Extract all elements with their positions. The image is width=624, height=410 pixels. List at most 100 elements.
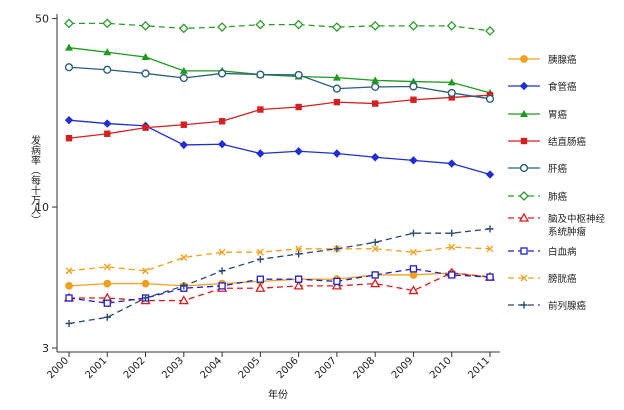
data-point (103, 313, 111, 321)
x-tick-label: 2002 (122, 355, 148, 381)
x-tick-label: 2011 (466, 355, 492, 381)
legend-item: 食管癌 (508, 81, 577, 93)
series-line (68, 228, 491, 325)
data-point (371, 245, 379, 253)
y-tick-label: 10 (35, 201, 49, 214)
data-point (293, 280, 304, 290)
series-4 (64, 63, 495, 103)
data-point (409, 82, 418, 91)
legend-label: 胰腺癌 (548, 54, 577, 66)
series-line (68, 94, 491, 139)
legend-label: 系统肿瘤 (548, 226, 587, 238)
y-axis-label: 发病率（每十万人） (29, 134, 41, 225)
data-point (64, 115, 74, 125)
series-line (68, 119, 491, 176)
data-point (142, 294, 150, 302)
series-line (69, 272, 491, 302)
data-point (64, 63, 74, 72)
x-tick-label: 2007 (313, 355, 339, 381)
legend-marker (519, 163, 529, 173)
data-point (409, 229, 417, 237)
data-point (179, 140, 189, 150)
series-line (68, 66, 491, 100)
data-point (485, 170, 495, 179)
data-point (178, 23, 189, 34)
data-point (408, 285, 419, 295)
data-point (409, 248, 417, 256)
data-point (103, 299, 111, 307)
data-point (293, 19, 304, 30)
legend-label: 脑及中枢神经 (548, 213, 606, 225)
data-point (65, 281, 73, 290)
data-point (178, 295, 189, 305)
data-point (410, 96, 417, 103)
data-point (370, 20, 381, 31)
legend-label: 结直肠癌 (548, 136, 587, 148)
legend-marker (520, 274, 528, 282)
data-point (218, 248, 226, 256)
data-point (408, 20, 419, 31)
data-point (333, 98, 341, 106)
legend-marker (520, 55, 528, 63)
series-7 (65, 265, 494, 307)
legend-label: 胃癌 (548, 109, 568, 121)
data-point (448, 94, 455, 101)
data-point (486, 273, 494, 281)
legend-marker (520, 247, 528, 255)
legend-label: 食管癌 (548, 81, 577, 93)
data-point (332, 73, 341, 81)
data-point (218, 282, 226, 290)
data-point (331, 280, 343, 290)
data-point (485, 94, 495, 103)
x-tick-label: 2009 (390, 355, 416, 381)
series-2 (65, 43, 494, 96)
data-point (332, 84, 342, 93)
series-1 (64, 115, 495, 179)
data-point (448, 229, 456, 237)
data-point (104, 130, 111, 137)
data-point (295, 103, 302, 111)
data-point (331, 22, 342, 33)
data-point (255, 282, 266, 292)
data-point (294, 70, 303, 80)
data-point (179, 73, 188, 83)
x-tick-label: 2004 (198, 355, 224, 381)
x-tick-label: 2001 (84, 355, 110, 381)
data-point (409, 271, 418, 279)
data-point (256, 70, 265, 79)
data-point (65, 294, 73, 302)
legend-item: 膀胱癌 (508, 273, 577, 285)
data-point (370, 153, 380, 162)
data-point (486, 245, 494, 253)
series-line (68, 268, 491, 304)
legend-label: 肺癌 (548, 191, 568, 203)
data-point (371, 76, 380, 84)
legend-marker (520, 301, 528, 309)
data-point (409, 77, 418, 85)
data-point (448, 243, 456, 251)
data-point (447, 159, 456, 168)
data-point (256, 255, 264, 263)
legend-marker (519, 191, 529, 201)
data-point (142, 124, 149, 131)
legend-item: 胃癌 (508, 109, 568, 121)
legend-marker (520, 110, 528, 117)
data-point (294, 275, 303, 283)
data-point (141, 53, 150, 61)
data-point (65, 319, 73, 327)
data-point (65, 135, 73, 142)
data-point (448, 271, 456, 279)
data-point (179, 66, 188, 74)
data-point (140, 20, 151, 31)
x-tick-label: 2006 (275, 355, 301, 381)
data-point (65, 267, 73, 275)
data-point (141, 279, 150, 288)
data-point (371, 271, 379, 279)
data-point (141, 69, 150, 78)
data-point (217, 22, 228, 33)
data-point (103, 119, 112, 128)
data-point (295, 250, 303, 258)
series-line (68, 47, 491, 94)
data-point (371, 82, 380, 92)
